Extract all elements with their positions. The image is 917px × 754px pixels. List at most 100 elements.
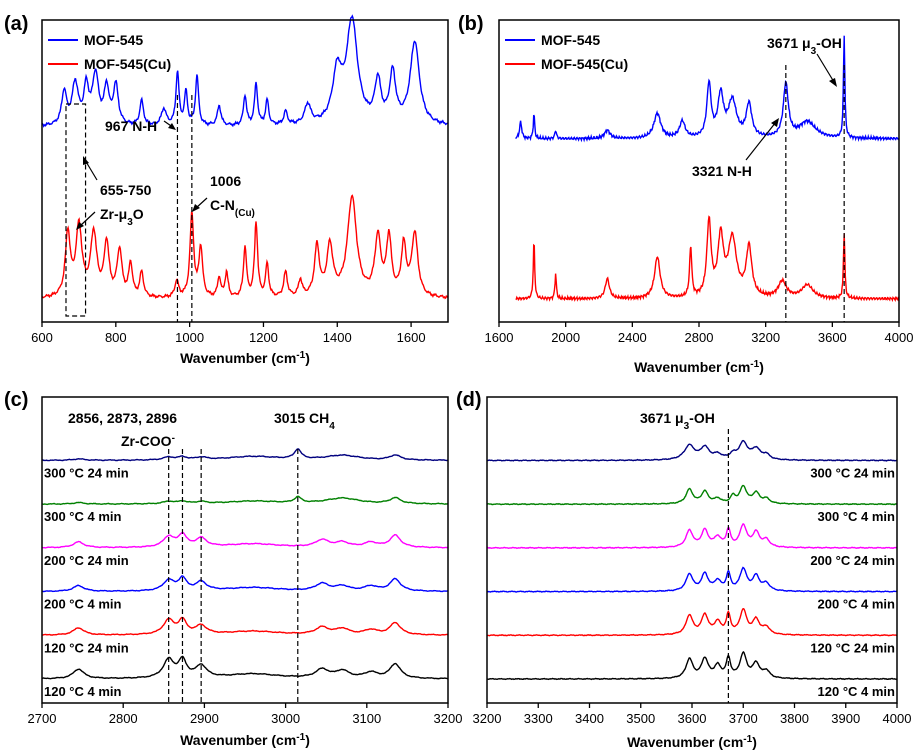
series-label: 120 °C 4 min (818, 684, 896, 699)
panel-a: (a) 600 800 1000 1200 1400 1600 Wavenumber (c… (4, 13, 449, 367)
x-axis-label: Wavenumber (cm-1) (180, 732, 310, 749)
series-label: 300 °C 24 min (810, 465, 895, 480)
x-tick-label: 3200 (473, 711, 502, 726)
annotation-arrowhead (829, 78, 837, 87)
plot-frame (41, 19, 449, 323)
x-tick-label: 2900 (190, 711, 219, 726)
series-line (42, 495, 449, 506)
x-tick-label: 3800 (780, 711, 809, 726)
series-layer (486, 429, 898, 703)
x-tick-label: 3700 (729, 711, 758, 726)
series-line (515, 35, 900, 143)
series-line (486, 607, 898, 637)
series-label: 200 °C 4 min (44, 597, 122, 612)
x-tick-label: 3200 (434, 711, 463, 726)
annotation-zr-mu3o: Zr-μ3O (100, 206, 144, 228)
series-line (486, 523, 898, 550)
series-label: 300 °C 4 min (818, 509, 896, 524)
x-tick-label: 600 (31, 330, 53, 345)
x-tick-label: 2000 (551, 330, 580, 345)
x-tick-label: 3200 (751, 330, 780, 345)
annotation-arrow (745, 121, 777, 161)
series-label: 120 °C 24 min (44, 640, 129, 655)
x-axis-label: Wavenumber (cm-1) (627, 734, 757, 751)
series-line (42, 575, 448, 593)
series-label: 200 °C 24 min (44, 553, 129, 568)
series-line (515, 215, 900, 303)
box-annotation (65, 103, 87, 317)
series-line (486, 566, 898, 593)
annotation-3671-mu3-oh: 3671 μ3-OH (767, 35, 842, 57)
series-label: 300 °C 4 min (44, 509, 122, 524)
x-tick-label: 1000 (175, 330, 204, 345)
annotation-arrowhead (83, 156, 89, 165)
series-line (487, 439, 897, 462)
legend-label-mof545: MOF-545 (541, 32, 600, 48)
series-layer (41, 448, 449, 703)
series-label: 300 °C 24 min (44, 465, 129, 480)
series-line (41, 194, 449, 300)
x-tick-label: 1200 (249, 330, 278, 345)
x-axis-label: Wavenumber (cm-1) (634, 359, 764, 376)
x-tick-label: 800 (105, 330, 127, 345)
x-tick-label: 3000 (271, 711, 300, 726)
series-line (42, 655, 448, 680)
series-label: 120 °C 24 min (810, 640, 895, 655)
series-label: 120 °C 4 min (44, 684, 122, 699)
x-tick-label: 2700 (28, 711, 57, 726)
annotation-arrow (816, 53, 835, 83)
x-tick-label: 3900 (831, 711, 860, 726)
legend: MOF-545 MOF-545(Cu) (505, 32, 628, 72)
x-axis-label: Wavenumber (cm-1) (180, 350, 310, 367)
x-ticks: 3200 3300 3400 3500 3600 3700 3800 3900 4000 (473, 703, 912, 726)
annotation-peaks: 2856, 2873, 2896 (68, 410, 177, 426)
annotation-967-nh: 967 N-H (105, 118, 157, 134)
panel-label: (d) (456, 389, 482, 411)
panel-label: (a) (4, 13, 28, 35)
x-tick-label: 3300 (524, 711, 553, 726)
panel-c: (c) 2700 2800 2900 3000 3100 3200 Wavenumber … (4, 389, 462, 748)
annotation-arrow (79, 211, 96, 227)
series-label: 200 °C 4 min (818, 597, 896, 612)
panel-b: (b) 1600 2000 2400 2800 3200 3600 4000 Wavenum… (458, 13, 913, 375)
series-label: 200 °C 24 min (810, 553, 895, 568)
legend: MOF-545 MOF-545(Cu) (48, 32, 171, 72)
series-line (41, 531, 449, 549)
x-ticks: 2700 2800 2900 3000 3100 3200 (28, 703, 463, 726)
x-ticks: 1600 2000 2400 2800 3200 3600 4000 (485, 322, 914, 345)
x-tick-label: 3400 (575, 711, 604, 726)
x-tick-label: 3100 (352, 711, 381, 726)
x-tick-label: 4000 (883, 711, 912, 726)
x-tick-label: 1600 (397, 330, 426, 345)
annotation-c-ncu: C-N(Cu) (210, 197, 255, 219)
series-labels: 300 °C 24 min 300 °C 4 min 200 °C 24 min 20… (810, 465, 895, 699)
x-tick-label: 2800 (109, 711, 138, 726)
x-tick-label: 1400 (323, 330, 352, 345)
annotation-655-750: 655-750 (100, 182, 152, 198)
series-line (486, 484, 898, 506)
x-tick-label: 2800 (685, 330, 714, 345)
x-tick-label: 3500 (626, 711, 655, 726)
legend-label-mof545: MOF-545 (84, 32, 143, 48)
series-labels: 300 °C 24 min 300 °C 4 min 200 °C 24 min 20… (44, 465, 129, 699)
annotation-zr-coo: Zr-COO- (121, 433, 175, 450)
series-line (41, 616, 449, 636)
x-ticks: 600 800 1000 1200 1400 1600 (31, 322, 426, 345)
annotation-3321-nh: 3321 N-H (692, 163, 752, 179)
annotation-arrowhead (76, 222, 84, 230)
panel-label: (c) (4, 389, 28, 411)
x-tick-label: 3600 (818, 330, 847, 345)
annotation-arrowhead (168, 123, 176, 130)
series-line (486, 650, 898, 681)
series-layer (41, 14, 449, 322)
plot-frame (41, 396, 449, 704)
x-tick-label: 4000 (885, 330, 914, 345)
annotation-1006: 1006 (210, 173, 241, 189)
annotation-arrowhead (771, 118, 779, 127)
plot-frame (486, 396, 898, 704)
annotation-3671-mu3-oh: 3671 μ3-OH (640, 410, 715, 432)
legend-label-mof545cu: MOF-545(Cu) (541, 56, 628, 72)
annotation-arrowhead (192, 204, 200, 212)
x-tick-label: 2400 (618, 330, 647, 345)
series-line (41, 14, 449, 128)
